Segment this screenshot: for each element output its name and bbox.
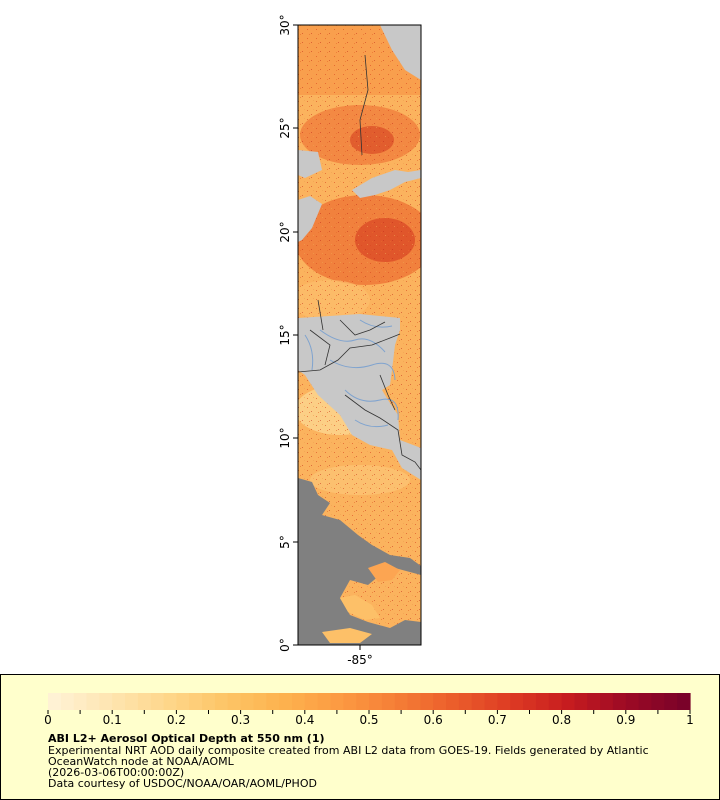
colorbar-cell xyxy=(227,693,242,710)
colorbar-cell xyxy=(163,693,177,710)
colorbar-cell xyxy=(214,693,229,710)
colorbar-cell xyxy=(471,693,486,710)
caption-title: ABI L2+ Aerosol Optical Depth at 550 nm … xyxy=(48,732,325,745)
colorbar-cell xyxy=(343,693,357,710)
colorbar-cell xyxy=(420,693,434,710)
colorbar-cell xyxy=(330,693,344,710)
colorbar-tick-label: 0.9 xyxy=(616,713,635,725)
colorbar-cell xyxy=(240,693,255,710)
map-image xyxy=(298,25,421,645)
colorbar-cell xyxy=(48,693,62,710)
colorbar-tick-label: 0.8 xyxy=(552,713,571,725)
colorbar-cells xyxy=(48,693,691,710)
colorbar-cell xyxy=(523,693,537,710)
colorbar-cell xyxy=(484,693,498,710)
y-tick-label: 15° xyxy=(278,324,292,345)
colorbar-tick-label: 0.3 xyxy=(231,713,250,725)
colorbar-tick-label: 1 xyxy=(686,713,694,725)
colorbar-cell xyxy=(548,693,563,710)
colorbar-cell xyxy=(433,693,447,710)
colorbar-tick-label: 0.4 xyxy=(295,713,314,725)
colorbar-cell xyxy=(381,693,396,710)
aod-map: 30° 25° 20° 15° 10° 5° 0° -85° xyxy=(278,14,422,667)
y-tick-label: 5° xyxy=(278,535,292,549)
y-tick-label: 20° xyxy=(278,221,292,242)
colorbar-cell xyxy=(279,693,293,710)
colorbar-tick-label: 0.5 xyxy=(359,713,378,725)
country-borders xyxy=(298,54,421,471)
colorbar-cell xyxy=(253,693,267,710)
colorbar-cell xyxy=(150,693,165,710)
legend-panel: 0 0.1 0.2 0.3 0.4 0.5 0.6 0.7 0.8 0.9 1 … xyxy=(0,674,720,800)
colorbar-cell xyxy=(317,693,332,710)
colorbar-cell xyxy=(394,693,409,710)
caption-line: Experimental NRT AOD daily composite cre… xyxy=(48,744,649,757)
colorbar-cell xyxy=(574,693,588,710)
colorbar-cell xyxy=(510,693,524,710)
colorbar-cell xyxy=(587,693,601,710)
colorbar-cell xyxy=(625,693,640,710)
colorbar-cell xyxy=(638,693,653,710)
colorbar-cell xyxy=(176,693,190,710)
colorbar-cell xyxy=(60,693,75,710)
colorbar-cell xyxy=(266,693,280,710)
y-tick-label: 10° xyxy=(278,427,292,448)
colorbar-cell xyxy=(356,693,370,710)
colorbar-cell xyxy=(612,693,627,710)
caption-line: OceanWatch node at NOAA/AOML xyxy=(48,755,234,768)
colorbar-ticks xyxy=(47,710,691,714)
y-tick-label: 30° xyxy=(278,14,292,35)
colorbar-cell xyxy=(664,693,678,710)
caption-credit: Data courtesy of USDOC/NOAA/OAR/AOML/PHO… xyxy=(48,777,317,790)
colorbar-cell xyxy=(202,693,216,710)
colorbar-cell xyxy=(291,693,306,710)
colorbar-cell xyxy=(561,693,576,710)
colorbar-cell xyxy=(304,693,319,710)
y-tick-label: 25° xyxy=(278,117,292,138)
colorbar-cell xyxy=(458,693,473,710)
colorbar-cell xyxy=(137,693,152,710)
colorbar-cell xyxy=(651,693,665,710)
colorbar-tick-label: 0.1 xyxy=(103,713,122,725)
colorbar-cell xyxy=(125,693,139,710)
colorbar-tick-label: 0.2 xyxy=(167,713,186,725)
colorbar: 0 0.1 0.2 0.3 0.4 0.5 0.6 0.7 0.8 0.9 1 xyxy=(44,693,694,725)
colorbar-tick-label: 0 xyxy=(44,713,52,725)
x-tick-label: -85° xyxy=(347,653,373,667)
rivers xyxy=(304,319,399,428)
colorbar-cell xyxy=(99,693,113,710)
colorbar-cell xyxy=(112,693,126,710)
caption-date: (2026-03-06T00:00:00Z) xyxy=(48,766,185,779)
colorbar-tick-label: 0.7 xyxy=(488,713,507,725)
colorbar-cell xyxy=(86,693,100,710)
latitude-axis xyxy=(293,24,298,646)
colorbar-cell xyxy=(497,693,511,710)
colorbar-cell xyxy=(446,693,460,710)
colorbar-cell xyxy=(535,693,550,710)
y-tick-label: 0° xyxy=(278,638,292,652)
colorbar-cell xyxy=(369,693,383,710)
colorbar-cell xyxy=(73,693,88,710)
colorbar-cell xyxy=(600,693,614,710)
colorbar-tick-label: 0.6 xyxy=(424,713,443,725)
colorbar-cell xyxy=(407,693,421,710)
colorbar-cell xyxy=(677,693,691,710)
colorbar-cell xyxy=(189,693,203,710)
